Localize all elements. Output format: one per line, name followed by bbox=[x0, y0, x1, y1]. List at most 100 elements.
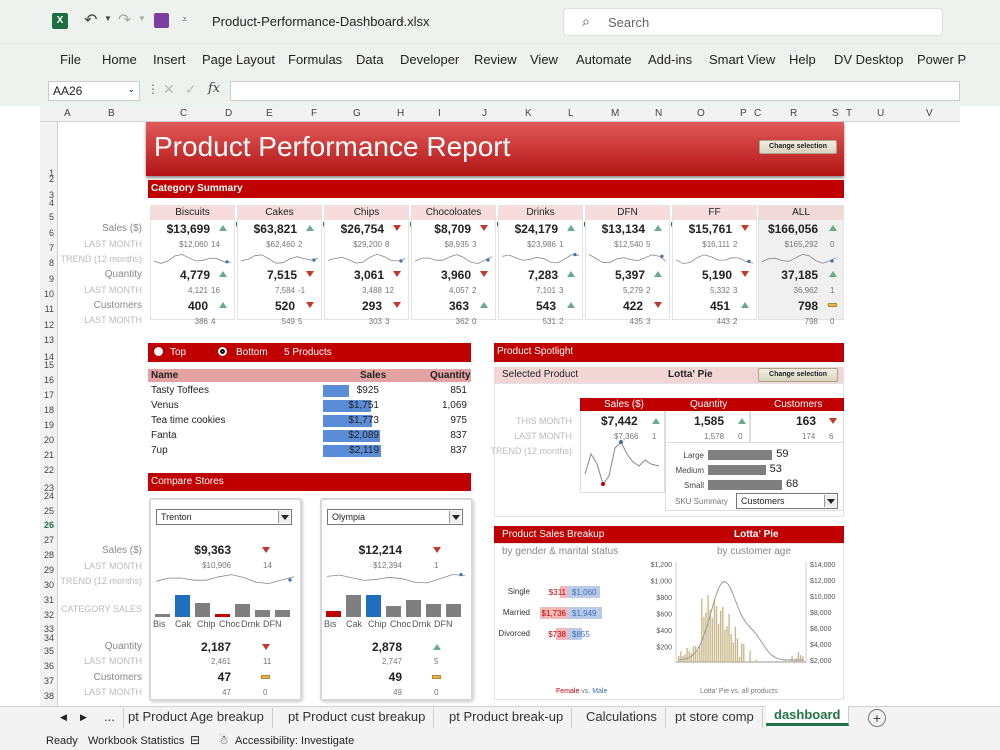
name-box[interactable]: AA26 ⌄ bbox=[48, 81, 140, 101]
row-header[interactable]: 28 bbox=[43, 550, 54, 560]
column-header[interactable]: P bbox=[740, 108, 747, 119]
menu-dv-desktop[interactable]: DV Desktop bbox=[834, 52, 904, 67]
menu-automate[interactable]: Automate bbox=[576, 52, 632, 67]
column-header[interactable]: K bbox=[525, 108, 532, 119]
enter-icon[interactable]: ✓ bbox=[185, 81, 197, 97]
row-header[interactable]: 11 bbox=[44, 304, 54, 314]
row-header[interactable]: 1 bbox=[48, 168, 54, 178]
row-header[interactable]: 31 bbox=[43, 595, 54, 605]
search-box[interactable]: ⌕ Search bbox=[563, 8, 943, 36]
undo-icon[interactable]: ↶ bbox=[84, 12, 98, 29]
column-header[interactable]: I bbox=[438, 108, 441, 119]
row-header[interactable]: 34 bbox=[43, 633, 54, 643]
tab-next-icon[interactable]: ▶ bbox=[80, 712, 87, 722]
column-header[interactable]: L bbox=[568, 108, 574, 119]
menu-developer[interactable]: Developer bbox=[400, 52, 460, 67]
sheet-tab[interactable]: pt Product cust breakup bbox=[280, 708, 435, 728]
row-header[interactable]: 22 bbox=[43, 465, 54, 475]
column-header[interactable]: C bbox=[754, 108, 762, 119]
insert-function-icon[interactable]: fx bbox=[208, 81, 221, 96]
row-header[interactable]: 13 bbox=[43, 335, 54, 345]
row-header[interactable]: 37 bbox=[43, 676, 54, 686]
menu-file[interactable]: File bbox=[60, 52, 81, 67]
menu-home[interactable]: Home bbox=[102, 52, 137, 67]
status-workbook-stats[interactable]: Workbook Statistics bbox=[88, 735, 185, 747]
row-header[interactable]: 20 bbox=[43, 435, 54, 445]
column-header[interactable]: T bbox=[846, 108, 853, 119]
column-header[interactable]: M bbox=[611, 108, 620, 119]
sku-summary-select[interactable]: Customers bbox=[736, 493, 838, 509]
row-header[interactable]: 16 bbox=[43, 375, 54, 385]
status-accessibility[interactable]: Accessibility: Investigate bbox=[235, 735, 355, 747]
tab-prev-icon[interactable]: ◀ bbox=[60, 712, 67, 722]
column-header[interactable]: J bbox=[482, 108, 487, 119]
customize-qat-icon[interactable]: ⩡ bbox=[182, 14, 188, 24]
row-header[interactable]: 26 bbox=[43, 520, 54, 530]
sheet-tab[interactable]: pt store comp bbox=[667, 708, 763, 728]
row-header[interactable]: 7 bbox=[48, 243, 54, 253]
menu-data[interactable]: Data bbox=[356, 52, 384, 67]
menu-add-ins[interactable]: Add-ins bbox=[648, 52, 693, 67]
row-header[interactable]: 27 bbox=[43, 535, 54, 545]
column-header[interactable]: S bbox=[832, 108, 839, 119]
column-header[interactable]: G bbox=[353, 108, 361, 119]
change-selection-button[interactable]: Change selection bbox=[759, 140, 837, 154]
add-sheet-icon[interactable]: + bbox=[868, 709, 886, 727]
row-header[interactable]: 36 bbox=[43, 661, 54, 671]
column-header[interactable]: F bbox=[311, 108, 318, 119]
row-header[interactable]: 25 bbox=[43, 506, 54, 516]
column-header[interactable]: O bbox=[697, 108, 705, 119]
store-select[interactable]: Olympia bbox=[327, 509, 463, 525]
column-header[interactable]: N bbox=[655, 108, 663, 119]
menu-view[interactable]: View bbox=[530, 52, 558, 67]
row-header[interactable]: 10 bbox=[43, 289, 54, 299]
row-header[interactable]: 15 bbox=[43, 360, 54, 370]
row-header[interactable]: 17 bbox=[43, 390, 54, 400]
row-header[interactable]: 38 bbox=[43, 691, 54, 701]
save-icon[interactable] bbox=[154, 13, 169, 28]
menu-help[interactable]: Help bbox=[789, 52, 816, 67]
row-header[interactable]: 35 bbox=[43, 646, 54, 656]
macro-record-icon[interactable]: ⊟ bbox=[190, 733, 201, 747]
row-header[interactable]: 30 bbox=[43, 580, 54, 590]
sheet-tab[interactable]: pt Product break-up bbox=[441, 708, 573, 728]
sheet-tab[interactable]: Calculations bbox=[578, 708, 666, 728]
row-header[interactable]: 12 bbox=[43, 320, 54, 330]
row-header[interactable]: 29 bbox=[43, 565, 54, 575]
row-header[interactable]: 9 bbox=[48, 274, 54, 284]
redo-icon[interactable]: ↷ bbox=[118, 12, 132, 29]
cancel-icon[interactable]: ✕ bbox=[163, 81, 175, 97]
menu-formulas[interactable]: Formulas bbox=[288, 52, 343, 67]
column-header[interactable]: U bbox=[877, 108, 885, 119]
spotlight-change-selection-button[interactable]: Change selection bbox=[758, 368, 838, 382]
sheet-tab[interactable]: ... bbox=[96, 708, 124, 728]
row-header[interactable]: 23 bbox=[43, 483, 54, 493]
menu-page-layout[interactable]: Page Layout bbox=[202, 52, 276, 67]
column-header[interactable]: C bbox=[180, 108, 188, 119]
column-header[interactable]: R bbox=[790, 108, 798, 119]
redo-dropdown-icon[interactable]: ▼ bbox=[138, 14, 146, 23]
column-header[interactable]: E bbox=[266, 108, 273, 119]
row-header[interactable]: 2 bbox=[48, 174, 54, 184]
bottom-radio[interactable] bbox=[218, 347, 227, 356]
menu-insert[interactable]: Insert bbox=[153, 52, 186, 67]
row-header[interactable]: 33 bbox=[43, 624, 54, 634]
menu-review[interactable]: Review bbox=[474, 52, 517, 67]
sheet-tab[interactable]: pt Product Age breakup bbox=[120, 708, 273, 728]
excel-icon[interactable]: X bbox=[52, 13, 68, 29]
store-select[interactable]: Trenton bbox=[156, 509, 292, 525]
row-header[interactable]: 8 bbox=[48, 258, 54, 268]
row-header[interactable]: 19 bbox=[43, 420, 54, 430]
column-header[interactable]: H bbox=[397, 108, 405, 119]
row-header[interactable]: 24 bbox=[43, 491, 54, 501]
accessibility-icon[interactable]: ☃ bbox=[218, 733, 229, 747]
sheet-tab[interactable]: dashboard bbox=[766, 706, 850, 726]
column-header[interactable]: D bbox=[225, 108, 233, 119]
file-name[interactable]: Product-Performance-Dashboard.xlsx bbox=[212, 14, 430, 29]
row-header[interactable]: 21 bbox=[43, 450, 54, 460]
row-header[interactable]: 14 bbox=[43, 352, 54, 362]
row-header[interactable]: 18 bbox=[43, 405, 54, 415]
row-header[interactable]: 5 bbox=[48, 212, 54, 222]
column-header[interactable]: V bbox=[926, 108, 933, 119]
formula-input[interactable] bbox=[230, 81, 960, 101]
